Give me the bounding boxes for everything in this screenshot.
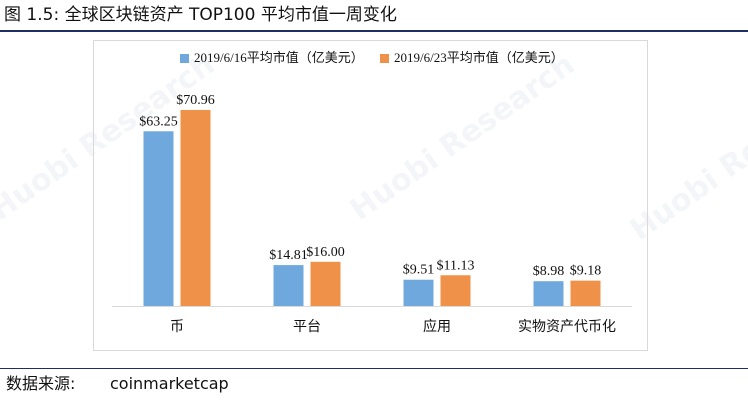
bar-2-series-1 [273, 265, 304, 306]
x-tick-label-1: 币 [170, 319, 184, 335]
chart-frame [93, 40, 648, 351]
data-label-3-series-1: $9.51 [403, 263, 435, 278]
bar-1-series-2 [180, 109, 211, 307]
data-label-4-series-2: $9.18 [570, 264, 602, 279]
bar-2-series-2 [310, 261, 341, 306]
source-label: 数据来源: [6, 374, 76, 393]
source-line: 数据来源: coinmarketcap [6, 372, 229, 396]
figure-title: 图 1.5: 全球区块链资产 TOP100 平均市值一周变化 [4, 5, 397, 25]
source-value: coinmarketcap [110, 374, 229, 393]
data-label-1-series-2: $70.96 [176, 93, 215, 108]
x-tick-label-3: 应用 [423, 318, 451, 335]
data-label-4-series-1: $8.98 [533, 264, 565, 279]
x-tick-label-4: 实物资产代币化 [518, 319, 616, 335]
data-label-2-series-2: $16.00 [306, 245, 345, 260]
data-label-1-series-1: $63.25 [139, 114, 178, 129]
bar-4-series-2 [570, 280, 601, 306]
legend-label-1: 2019/6/16平均市值（亿美元） [194, 50, 364, 65]
title-divider [0, 30, 748, 32]
bar-4-series-1 [533, 281, 564, 306]
legend-swatch-2 [380, 54, 389, 63]
legend-swatch-1 [180, 54, 189, 63]
source-divider [0, 368, 748, 369]
bar-1-series-1 [143, 131, 174, 306]
legend-label-2: 2019/6/23平均市值（亿美元） [394, 50, 564, 65]
data-label-3-series-2: $11.13 [437, 258, 475, 273]
x-tick-label-2: 平台 [293, 319, 321, 335]
bar-3-series-1 [403, 279, 434, 306]
bar-3-series-2 [440, 275, 471, 306]
data-label-2-series-1: $14.81 [269, 248, 308, 263]
